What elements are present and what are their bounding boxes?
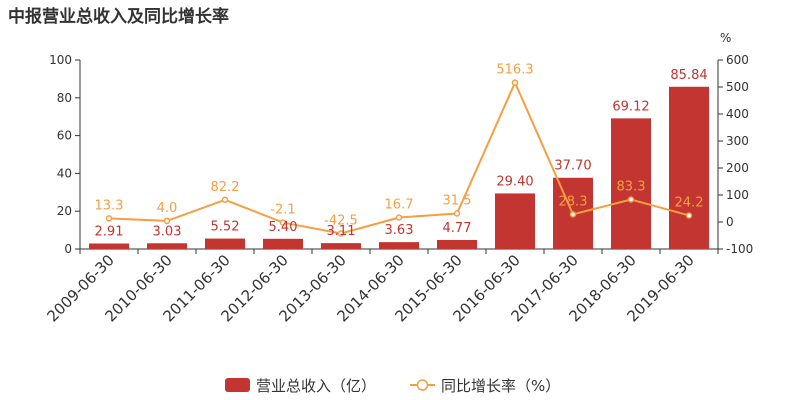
y-right-unit: % <box>720 31 731 45</box>
line-value-label: 83.3 <box>617 180 646 195</box>
bar-value-label: 37.70 <box>554 159 591 174</box>
line-point[interactable] <box>627 196 635 203</box>
line-value-label: 28.3 <box>559 194 588 209</box>
y-right-tick-label: 500 <box>726 80 749 94</box>
bar-series <box>89 86 709 250</box>
y-left-tick-label: 60 <box>57 129 72 143</box>
bar-value-label: 85.84 <box>670 68 707 83</box>
line-value-label: 516.3 <box>496 63 533 78</box>
bar-value-label: 4.77 <box>443 221 472 236</box>
y-left-tick-label: 100 <box>49 53 72 67</box>
data-labels: 2.91 3.03 5.52 5.40 3.11 3.63 4.77 29.40 37.70 69… <box>95 63 708 240</box>
line-point[interactable] <box>395 214 403 221</box>
y-left-tick-label: 0 <box>64 242 72 256</box>
bar-value-label: 2.91 <box>95 225 124 240</box>
y-right-tick-label: 0 <box>726 215 734 229</box>
bar[interactable] <box>147 243 187 249</box>
line-point[interactable] <box>569 211 577 218</box>
bar-value-label: 69.12 <box>612 99 649 114</box>
y-right-tick-label: -100 <box>726 242 753 256</box>
bar[interactable] <box>437 239 477 249</box>
y-left-tick-label: 20 <box>57 204 72 218</box>
y-right-tick-label: 400 <box>726 107 749 121</box>
legend-bar-swatch[interactable] <box>225 378 250 392</box>
line-point[interactable] <box>279 219 287 226</box>
legend-bar-label[interactable]: 营业总收入（亿） <box>256 377 376 395</box>
bar[interactable] <box>321 243 361 249</box>
line-value-label: 4.0 <box>157 201 178 216</box>
legend-line-label[interactable]: 同比增长率（%） <box>441 377 560 395</box>
bar-value-label: 29.40 <box>496 174 533 189</box>
bar[interactable] <box>611 118 651 250</box>
legend-line-marker <box>416 379 429 391</box>
chart-title: 中报营业总收入及同比增长率 <box>8 7 229 27</box>
bar-value-label: 3.63 <box>385 223 414 238</box>
y-left-tick-label: 40 <box>57 166 72 180</box>
bar[interactable] <box>669 86 709 250</box>
bar[interactable] <box>89 243 129 249</box>
line-value-label: -42.5 <box>324 213 358 228</box>
y-left-tick-label: 80 <box>57 91 72 105</box>
bar-value-label: 3.11 <box>327 224 356 239</box>
line-point[interactable] <box>337 230 345 237</box>
y-right-tick-label: 300 <box>726 134 749 148</box>
y-right-tick-label: 200 <box>726 161 749 175</box>
bar-value-label: 5.40 <box>269 220 298 235</box>
bar[interactable] <box>263 238 303 249</box>
line-value-label: 16.7 <box>385 197 414 212</box>
line-point[interactable] <box>105 215 113 222</box>
line-point[interactable] <box>453 210 461 217</box>
line-point[interactable] <box>511 79 519 86</box>
bar-value-label: 3.03 <box>153 224 182 239</box>
line-point[interactable] <box>685 212 693 219</box>
bar[interactable] <box>495 193 535 249</box>
line-point[interactable] <box>221 196 229 204</box>
line-series <box>105 79 693 237</box>
line-value-label: 24.2 <box>675 195 704 210</box>
y-right-tick-label: 600 <box>726 53 749 67</box>
legend[interactable]: 营业总收入（亿） 同比增长率（%） <box>225 377 560 395</box>
line-point[interactable] <box>163 217 171 225</box>
line-value-label: 82.2 <box>211 180 240 195</box>
y-right-tick-label: 100 <box>726 188 749 202</box>
line-value-label: 13.3 <box>95 198 124 213</box>
bar-value-label: 5.52 <box>211 220 240 235</box>
line-value-label: -2.1 <box>270 203 295 218</box>
line-value-label: 31.5 <box>443 193 472 208</box>
bar[interactable] <box>205 238 245 249</box>
bar[interactable] <box>379 242 419 249</box>
